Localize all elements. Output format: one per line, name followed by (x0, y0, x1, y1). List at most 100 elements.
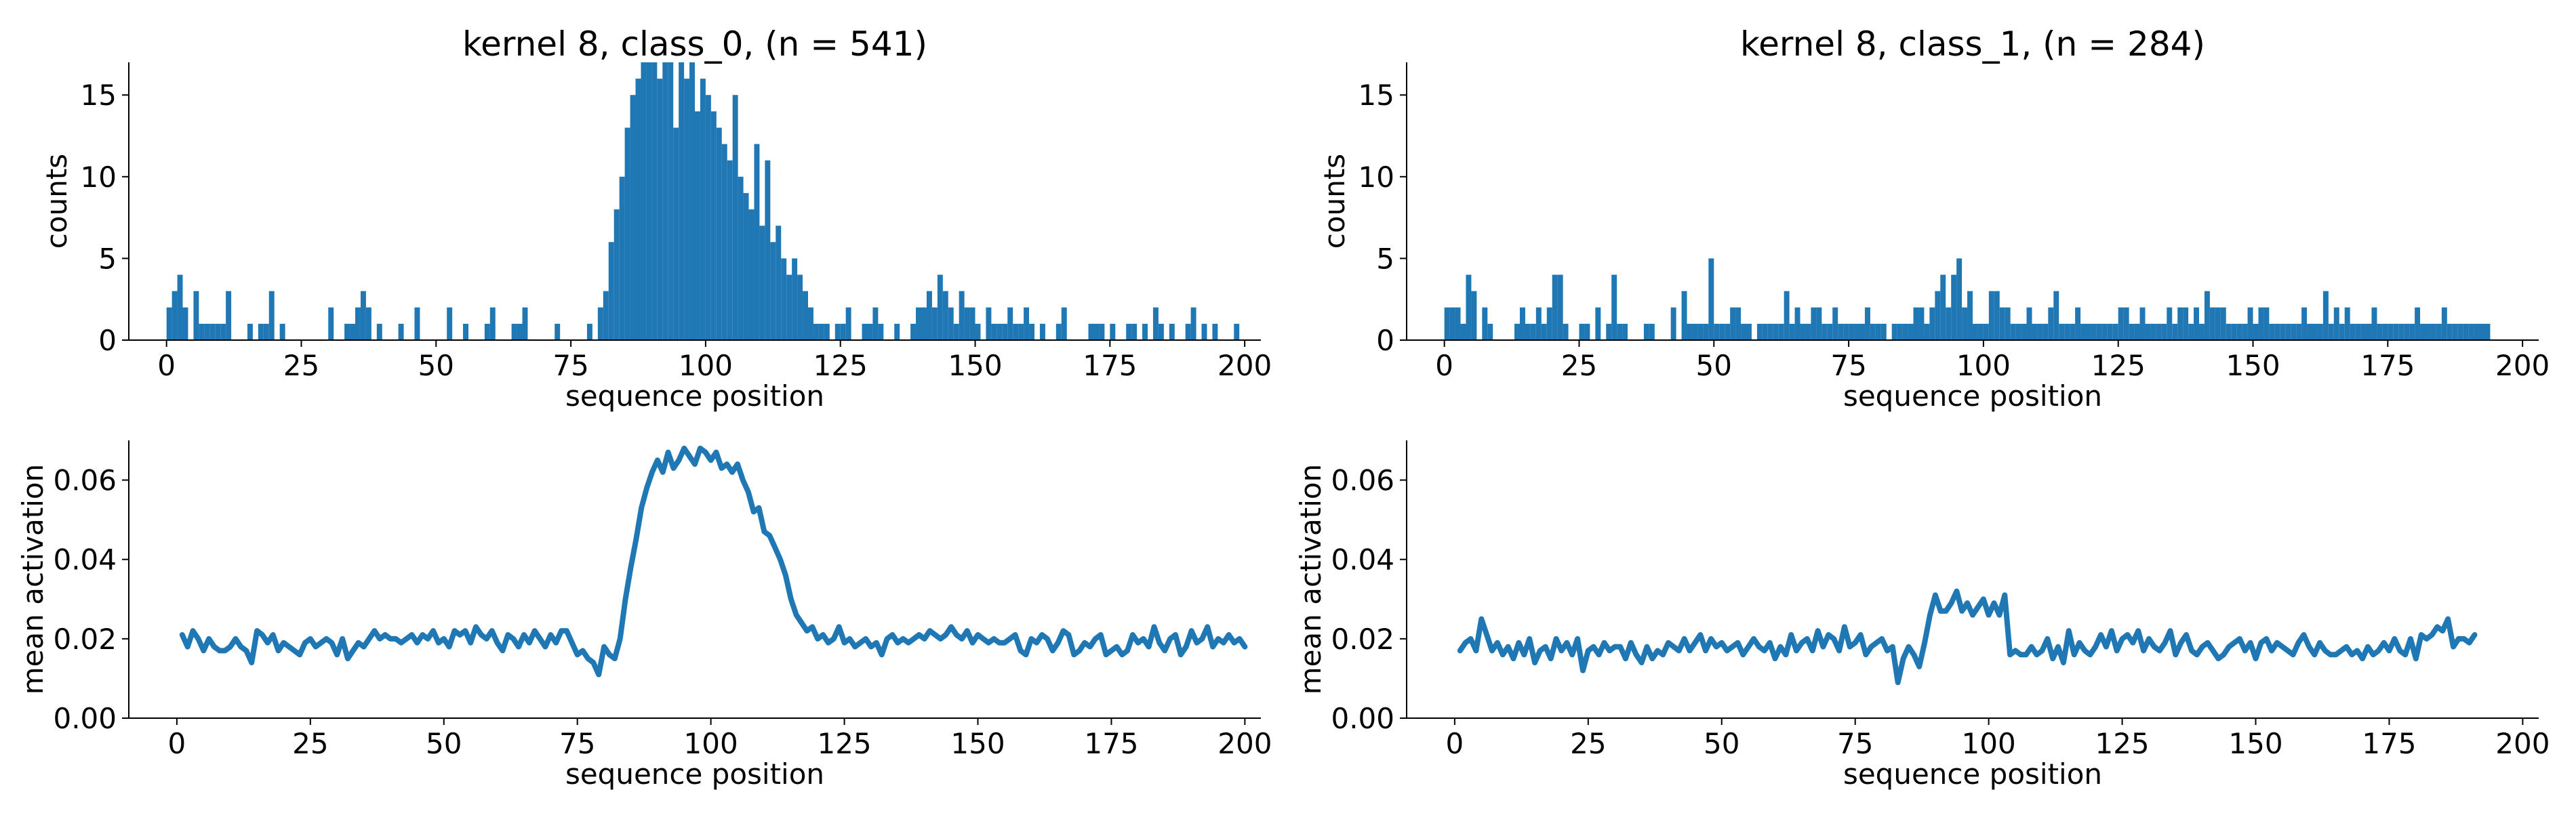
histogram-bar (910, 323, 917, 340)
histogram-bar (1525, 323, 1531, 340)
histogram-bar (2468, 323, 2474, 340)
x-tick-label: 75 (559, 727, 595, 760)
x-tick-label: 175 (1083, 349, 1137, 382)
histogram-bar (1190, 307, 1196, 340)
histogram-bar (1482, 307, 1488, 340)
histogram-bar (727, 160, 733, 341)
histogram-bar (1471, 291, 1477, 340)
histogram-bar (2231, 323, 2237, 340)
histogram-bar (1212, 323, 1218, 340)
histogram-bar (1514, 323, 1520, 340)
histogram-bar (1131, 323, 1138, 340)
histogram-bar (2484, 323, 2491, 340)
histogram-bar (1606, 323, 1612, 340)
histogram-bar (969, 307, 975, 340)
histogram-bar (555, 323, 561, 340)
histogram-bar (1994, 291, 2000, 340)
x-tick-label: 150 (2228, 727, 2282, 760)
x-tick-label: 25 (292, 727, 328, 760)
x-axis-label: sequence position (565, 379, 824, 413)
histogram-bar (182, 307, 188, 340)
histogram-bar (1039, 323, 1045, 340)
histogram-bar (1951, 274, 1957, 340)
histogram-bar (344, 323, 350, 340)
histogram-bar (447, 307, 453, 340)
histogram-bar (1152, 307, 1159, 340)
histogram-bar (2129, 323, 2135, 340)
x-tick-label: 200 (2495, 349, 2550, 382)
histogram-bar (1185, 323, 1191, 340)
histogram-bar (2457, 323, 2463, 340)
histogram-bar (872, 307, 879, 340)
histogram-bar (1487, 323, 1493, 340)
histogram-bar (792, 258, 798, 340)
histogram-bar (657, 79, 663, 340)
histogram-bar (2479, 323, 2485, 340)
x-tick-label: 50 (1696, 349, 1732, 382)
histogram-bar (2247, 307, 2253, 340)
activation-line (1457, 588, 2478, 686)
histogram-bar (1789, 323, 1795, 340)
histogram-bar (716, 127, 722, 340)
histogram-bar (937, 274, 943, 340)
x-tick-label: 25 (1561, 349, 1597, 382)
histogram-bar (1552, 274, 1558, 340)
y-tick-label: 10 (81, 161, 117, 194)
histogram-bar (2452, 323, 2458, 340)
histogram-bar (215, 323, 221, 340)
histogram-bar (1617, 323, 1623, 340)
histogram-bar (834, 323, 841, 340)
y-tick-label: 5 (1376, 242, 1394, 275)
histogram-bar (700, 79, 706, 340)
histogram-bar (710, 111, 717, 340)
x-axis-label: sequence position (1843, 757, 2102, 791)
histogram-bar (1703, 323, 1709, 340)
histogram-bar (2301, 307, 2308, 340)
y-tick-label: 0.00 (1331, 702, 1394, 735)
histogram-bar (2145, 323, 2151, 340)
histogram-bar (2420, 323, 2426, 340)
histogram-bar (2409, 323, 2415, 340)
histogram-bar (1088, 323, 1094, 340)
histogram-bar (759, 226, 765, 340)
histogram-bar (1697, 323, 1704, 340)
histogram-bar (2388, 323, 2394, 340)
y-tick-label: 15 (81, 79, 117, 112)
histogram-bar (1849, 323, 1855, 340)
histogram-bar (2167, 307, 2173, 340)
histogram-bar (1013, 323, 1019, 340)
histogram-bar (635, 79, 641, 340)
histogram-bar (781, 258, 787, 340)
histogram-bar (1024, 307, 1030, 340)
histogram-bar (1977, 323, 1984, 340)
histogram-bar (2096, 323, 2102, 340)
histogram-bar (2150, 323, 2156, 340)
histogram-bar (1449, 307, 1455, 340)
histogram-bar (2172, 323, 2178, 340)
y-tick-label: 15 (1359, 79, 1394, 112)
histogram-bar (1584, 323, 1590, 340)
histogram-bar (1018, 323, 1024, 340)
histogram-bar (673, 127, 679, 340)
histogram-bar (1859, 323, 1865, 340)
histogram-bar (2355, 323, 2361, 340)
histogram-bar (1800, 323, 1806, 340)
histogram-bar (2447, 323, 2453, 340)
y-tick-label: 5 (98, 242, 117, 275)
y-axis-label: counts (1318, 154, 1351, 249)
histogram-bar (2199, 323, 2205, 340)
histogram-bars (1444, 258, 2491, 340)
histogram-bar (2236, 323, 2242, 340)
histogram-bar (1541, 323, 1547, 340)
histogram-bar (975, 323, 981, 340)
histogram-bar (2441, 307, 2447, 340)
x-tick-label: 200 (2495, 727, 2550, 760)
histogram-bar (226, 291, 232, 340)
histogram-bar (2307, 323, 2312, 340)
histogram-bar (2053, 291, 2059, 340)
histogram-bar (2156, 323, 2162, 340)
histogram-bar (2415, 307, 2421, 340)
histogram-bar (2366, 323, 2372, 340)
y-tick-label: 0.04 (1331, 543, 1394, 577)
histogram-bar (2037, 323, 2043, 340)
